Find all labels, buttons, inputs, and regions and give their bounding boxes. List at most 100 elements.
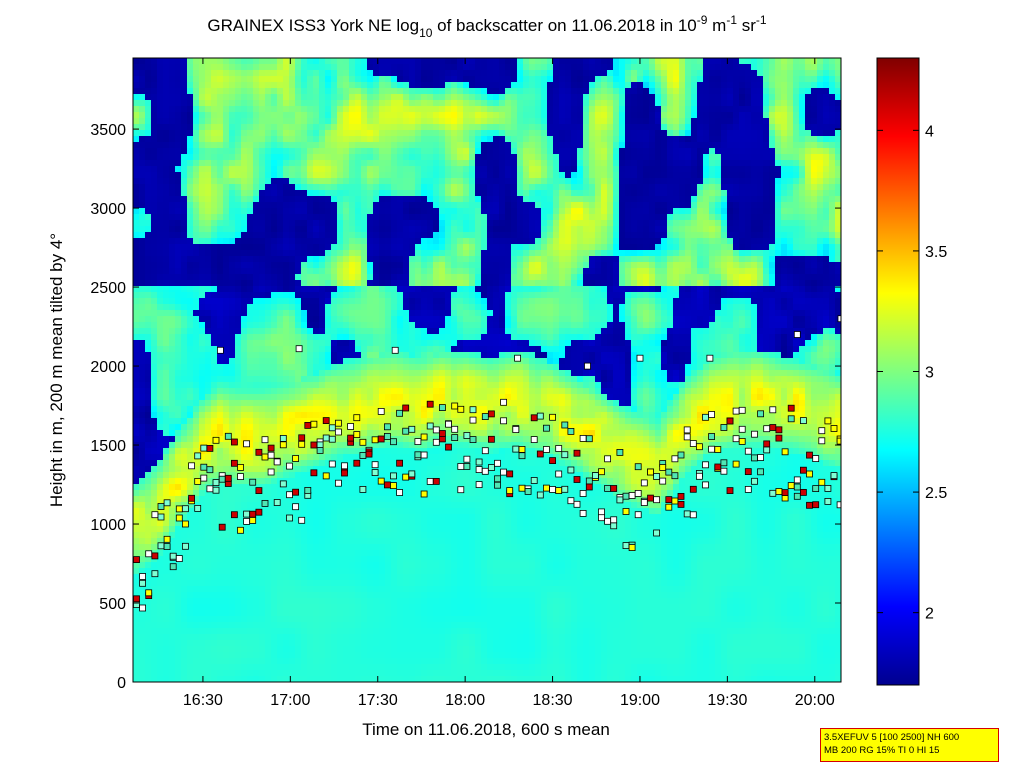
heatmap-cell	[175, 100, 182, 107]
heatmap-cell	[391, 286, 398, 293]
heatmap-cell	[199, 532, 206, 539]
heatmap-cell	[235, 208, 242, 215]
heatmap-cell	[283, 208, 290, 215]
heatmap-cell	[139, 352, 146, 359]
heatmap-cell	[199, 310, 206, 317]
heatmap-cell	[223, 454, 230, 461]
heatmap-cell	[139, 292, 146, 299]
heatmap-cell	[319, 484, 326, 491]
heatmap-cell	[169, 364, 176, 371]
heatmap-cell	[193, 298, 200, 305]
heatmap-cell	[361, 676, 368, 682]
heatmap-cell	[391, 256, 398, 263]
heatmap-cell	[355, 538, 362, 545]
heatmap-cell	[235, 82, 242, 89]
heatmap-cell	[415, 262, 422, 269]
heatmap-cell	[367, 604, 374, 611]
heatmap-cell	[205, 538, 212, 545]
heatmap-cell	[235, 454, 242, 461]
heatmap-cell	[367, 232, 374, 239]
heatmap-cell	[139, 616, 146, 623]
heatmap-cell	[145, 622, 152, 629]
heatmap-cell	[253, 100, 260, 107]
heatmap-cell	[187, 568, 194, 575]
heatmap-cell	[373, 520, 380, 527]
heatmap-cell	[241, 196, 248, 203]
heatmap-cell	[289, 568, 296, 575]
heatmap-cell	[373, 568, 380, 575]
heatmap-cell	[133, 286, 140, 293]
heatmap-cell	[385, 172, 392, 179]
heatmap-cell	[175, 238, 182, 245]
heatmap-cell	[223, 466, 230, 473]
heatmap-cell	[259, 322, 266, 329]
heatmap-cell	[337, 286, 344, 293]
heatmap-cell	[217, 448, 224, 455]
heatmap-cell	[403, 172, 410, 179]
heatmap-cell	[349, 346, 356, 353]
heatmap-cell	[373, 124, 380, 131]
heatmap-cell	[181, 394, 188, 401]
heatmap-cell	[229, 640, 236, 647]
heatmap-cell	[205, 184, 212, 191]
heatmap-cell	[325, 514, 332, 521]
heatmap-cell	[277, 130, 284, 137]
heatmap-cell	[151, 412, 158, 419]
heatmap-cell	[409, 346, 416, 353]
heatmap-cell	[187, 406, 194, 413]
heatmap-cell	[277, 64, 284, 71]
heatmap-cell	[283, 64, 290, 71]
heatmap-cell	[223, 658, 230, 665]
heatmap-cell	[151, 340, 158, 347]
heatmap-cell	[223, 112, 230, 119]
heatmap-cell	[355, 166, 362, 173]
heatmap-cell	[211, 82, 218, 89]
heatmap-cell	[181, 94, 188, 101]
heatmap-cell	[253, 334, 260, 341]
heatmap-cell	[283, 676, 290, 682]
heatmap-cell	[211, 580, 218, 587]
heatmap-cell	[247, 634, 254, 641]
heatmap-cell	[277, 226, 284, 233]
heatmap-cell	[187, 472, 194, 479]
heatmap-cell	[241, 616, 248, 623]
heatmap-cell	[139, 124, 146, 131]
heatmap-cell	[145, 394, 152, 401]
heatmap-cell	[415, 268, 422, 275]
heatmap-cell	[307, 118, 314, 125]
heatmap-cell	[241, 322, 248, 329]
heatmap-cell	[151, 244, 158, 251]
heatmap-cell	[157, 250, 164, 257]
heatmap-cell	[283, 418, 290, 425]
heatmap-cell	[253, 358, 260, 365]
heatmap-cell	[409, 292, 416, 299]
heatmap-cell	[307, 196, 314, 203]
heatmap-cell	[373, 370, 380, 377]
heatmap-cell	[313, 256, 320, 263]
heatmap-cell	[385, 322, 392, 329]
heatmap-cell	[313, 124, 320, 131]
heatmap-cell	[301, 652, 308, 659]
heatmap-cell	[307, 244, 314, 251]
heatmap-cell	[151, 262, 158, 269]
heatmap-cell	[373, 364, 380, 371]
heatmap-cell	[409, 142, 416, 149]
heatmap-cell	[301, 382, 308, 389]
heatmap-cell	[211, 226, 218, 233]
heatmap-cell	[205, 88, 212, 95]
heatmap-cell	[163, 322, 170, 329]
heatmap-cell	[331, 346, 338, 353]
heatmap-cell	[373, 58, 380, 65]
heatmap-cell	[217, 148, 224, 155]
heatmap-cell	[277, 562, 284, 569]
heatmap-cell	[139, 208, 146, 215]
heatmap-cell	[337, 514, 344, 521]
heatmap-cell	[373, 430, 380, 437]
heatmap-cell	[235, 412, 242, 419]
heatmap-cell	[403, 106, 410, 113]
heatmap-cell	[163, 532, 170, 539]
heatmap-cell	[301, 298, 308, 305]
heatmap-cell	[331, 118, 338, 125]
heatmap-cell	[301, 196, 308, 203]
heatmap-cell	[211, 634, 218, 641]
